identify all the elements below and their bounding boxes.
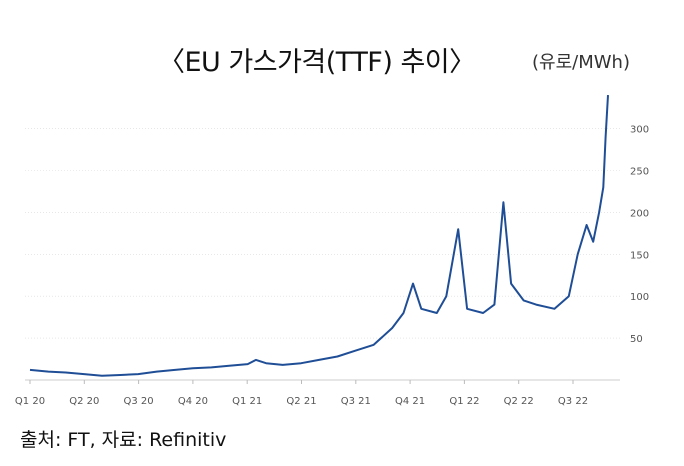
- x-tick-label: Q1 20: [15, 396, 45, 407]
- unit-label: (유로/MWh): [532, 52, 630, 73]
- x-tick-label: Q1 22: [449, 396, 479, 407]
- x-tick-label: Q3 21: [341, 396, 371, 407]
- gridlines: [25, 128, 620, 339]
- x-tick-label: Q2 22: [504, 396, 534, 407]
- x-tick-label: Q1 21: [232, 396, 262, 407]
- y-tick-label: 100: [630, 292, 649, 303]
- x-tick-label: Q3 20: [124, 396, 154, 407]
- x-tick-label: Q4 20: [178, 396, 208, 407]
- x-tick-label: Q2 20: [69, 396, 99, 407]
- chart-title: 〈EU 가스가격(TTF) 추이〉: [158, 47, 476, 78]
- y-tick-label: 150: [630, 250, 649, 261]
- y-axis-ticks: 50 100 150 200 250 300: [630, 125, 649, 346]
- y-tick-label: 250: [630, 167, 649, 178]
- y-tick-label: 200: [630, 208, 649, 219]
- x-tick-label: Q4 21: [395, 396, 425, 407]
- x-tick-label: Q2 21: [286, 396, 316, 407]
- y-tick-label: 50: [630, 334, 643, 345]
- x-axis-ticks: Q1 20 Q2 20 Q3 20 Q4 20 Q1 21 Q2 21 Q3 21 Q4 21…: [15, 380, 588, 407]
- y-tick-label: 300: [630, 125, 649, 136]
- source-note: 출처: FT, 자료: Refinitiv: [20, 429, 227, 451]
- series-group: [29, 95, 609, 377]
- x-tick-label: Q3 22: [558, 396, 588, 407]
- series-line-0: [29, 95, 609, 377]
